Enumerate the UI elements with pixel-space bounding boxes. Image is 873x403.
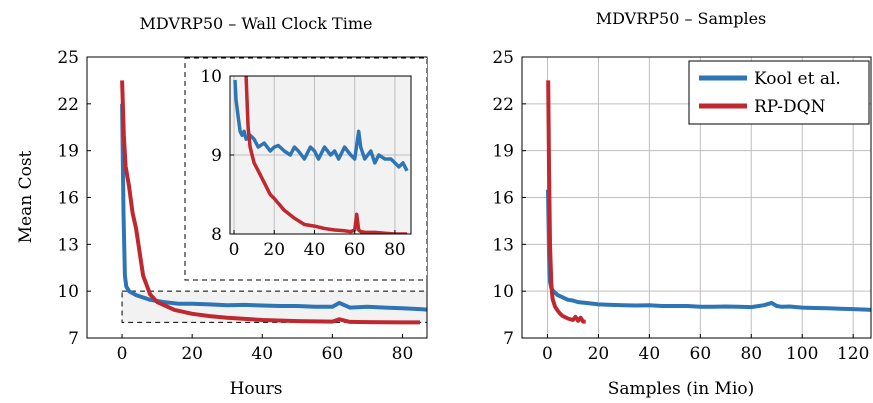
x-tick-label: 120 <box>837 344 869 364</box>
x-tick-label: 0 <box>542 344 553 364</box>
x-tick-label: 40 <box>304 240 326 260</box>
legend-box <box>688 60 870 125</box>
y-tick-label: 13 <box>57 235 79 255</box>
inset-zoom-plot: 0 20 40 60 80 8 9 10 <box>184 57 428 281</box>
x-tick-label: 20 <box>181 344 203 364</box>
y-tick-label: 16 <box>492 189 514 209</box>
panel-title: MDVRP50 – Samples <box>596 9 767 28</box>
series-line-kool-et-al <box>546 189 871 312</box>
x-tick-label: 20 <box>588 344 610 364</box>
plot-area <box>120 80 428 325</box>
legend-label-rpdqn: RP-DQN <box>754 97 826 117</box>
x-tick-label: 0 <box>117 344 128 364</box>
y-tick-label: 7 <box>68 329 79 349</box>
plot-area <box>546 80 871 324</box>
y-tick-label: 22 <box>57 95 79 115</box>
x-tick-label: 60 <box>690 344 712 364</box>
legend-label-kool: Kool et al. <box>754 69 841 89</box>
x-tick-label: 80 <box>392 344 414 364</box>
x-tick-label: 60 <box>344 240 366 260</box>
y-tick-label: 10 <box>57 282 79 302</box>
y-tick-label: 8 <box>211 225 222 245</box>
series-line-rp-dqn <box>120 80 420 325</box>
y-tick-label: 22 <box>492 95 514 115</box>
x-axis-title: Samples (in Mio) <box>608 379 755 399</box>
x-tick-label: 20 <box>263 240 285 260</box>
y-tick-label: 10 <box>200 67 222 87</box>
series-line-kool-et-al <box>120 103 427 312</box>
x-tick-label: 40 <box>251 344 273 364</box>
y-tick-label: 19 <box>57 142 79 162</box>
y-tick-label: 7 <box>503 329 514 349</box>
x-tick-label: 0 <box>229 240 240 260</box>
legend: Kool et al. RP-DQN <box>688 60 870 125</box>
y-tick-label: 10 <box>492 282 514 302</box>
y-tick-label: 16 <box>57 189 79 209</box>
y-axis-title: Mean Cost <box>16 150 36 243</box>
x-tick-label: 80 <box>740 344 762 364</box>
x-tick-label: 100 <box>786 344 818 364</box>
x-tick-label: 40 <box>639 344 661 364</box>
x-axis-title: Hours <box>230 379 283 399</box>
y-tick-label: 25 <box>57 48 79 68</box>
y-tick-label: 13 <box>492 235 514 255</box>
panel-samples: MDVRP50 – Samples Samples (in Mio) 0 20 40… <box>492 9 872 399</box>
panel-title: MDVRP50 – Wall Clock Time <box>140 14 373 33</box>
y-tick-label: 25 <box>492 48 514 68</box>
x-tick-label: 80 <box>384 240 406 260</box>
x-tick-label: 60 <box>322 344 344 364</box>
y-tick-label: 19 <box>492 142 514 162</box>
panel-wall-clock-time: MDVRP50 – Wall Clock Time Mean Cost Hour… <box>16 14 428 399</box>
series-line-rp-dqn <box>546 80 586 324</box>
series-line-rp-dqn <box>244 76 407 234</box>
y-tick-label: 9 <box>211 146 222 166</box>
axis-ticks: 0 20 40 60 80 100 120 7 10 13 16 19 22 25 <box>492 48 869 364</box>
